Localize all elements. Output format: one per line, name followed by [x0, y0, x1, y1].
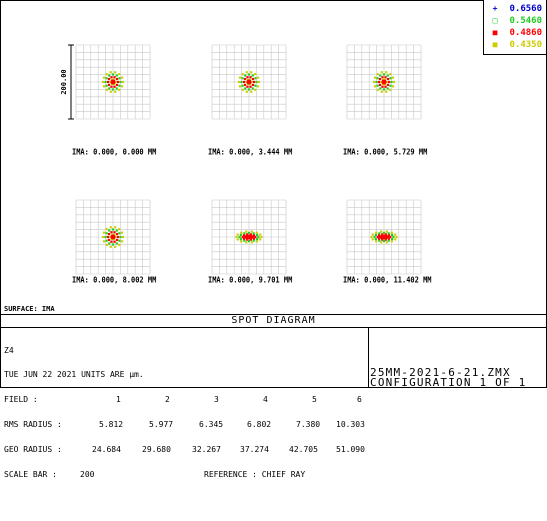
spot-grid — [211, 199, 287, 275]
file-info-box — [368, 327, 547, 388]
field-row: FIELD : 1 2 3 4 5 6 — [4, 395, 362, 405]
configuration-label: CONFIGURATION 1 OF 1 — [370, 376, 527, 389]
legend-entry: +0.6560 — [488, 4, 542, 15]
legend-entry: ■ 0.4350 — [488, 40, 542, 51]
field-caption: IMA: 0.000, 5.729 MM — [343, 147, 428, 157]
field-caption: IMA: 0.000, 11.402 MM — [343, 275, 432, 285]
field-caption: IMA: 0.000, 3.444 MM — [208, 147, 293, 157]
field-caption: IMA: 0.000, 8.002 MM — [72, 275, 157, 285]
info-block: Z4 TUE JUN 22 2021 UNITS ARE µm. FIELD :… — [4, 330, 365, 488]
spot-grid — [346, 44, 422, 120]
diagram-title: SPOT DIAGRAM — [0, 314, 547, 328]
spot-pattern — [237, 71, 261, 93]
spot-pattern — [101, 71, 125, 93]
file-name: 25MM-2021-6-21.ZMX — [370, 366, 511, 379]
spot-diagram-plots: 200.00 — [60, 44, 422, 275]
legend-entry: □ 0.5460 — [488, 16, 542, 27]
square-marker-icon: □ — [492, 16, 498, 25]
scale-bar-label: 200.00 — [60, 69, 68, 94]
field-caption: IMA: 0.000, 0.000 MM — [72, 147, 157, 157]
filled-square-marker-icon: ■ — [492, 40, 498, 49]
spot-grid — [75, 199, 151, 275]
filled-square-marker-icon: ■ — [492, 28, 498, 37]
legend-entry: ■ 0.4860 — [488, 28, 542, 39]
geo-radius-row: GEO RADIUS : 24.684 29.680 32.267 37.274… — [4, 445, 365, 455]
plus-marker-icon: + — [492, 4, 498, 13]
spot-pattern — [235, 230, 263, 244]
field-caption: IMA: 0.000, 9.701 MM — [208, 275, 293, 285]
info-date-units: TUE JUN 22 2021 UNITS ARE µm. — [4, 370, 144, 380]
info-line: Z4 — [4, 345, 14, 355]
scale-bar-row: SCALE BAR : 200 REFERENCE : CHIEF RAY — [4, 470, 306, 480]
surface-label: SURFACE: IMA — [4, 305, 55, 313]
rms-radius-row: RMS RADIUS : 5.812 5.977 6.345 6.802 7.3… — [4, 420, 365, 430]
spot-pattern — [101, 226, 125, 248]
wavelength-legend: +0.6560 □ 0.5460 ■ 0.4860 ■ 0.4350 — [483, 0, 546, 55]
spot-pattern — [372, 71, 396, 93]
spot-pattern — [370, 230, 398, 244]
